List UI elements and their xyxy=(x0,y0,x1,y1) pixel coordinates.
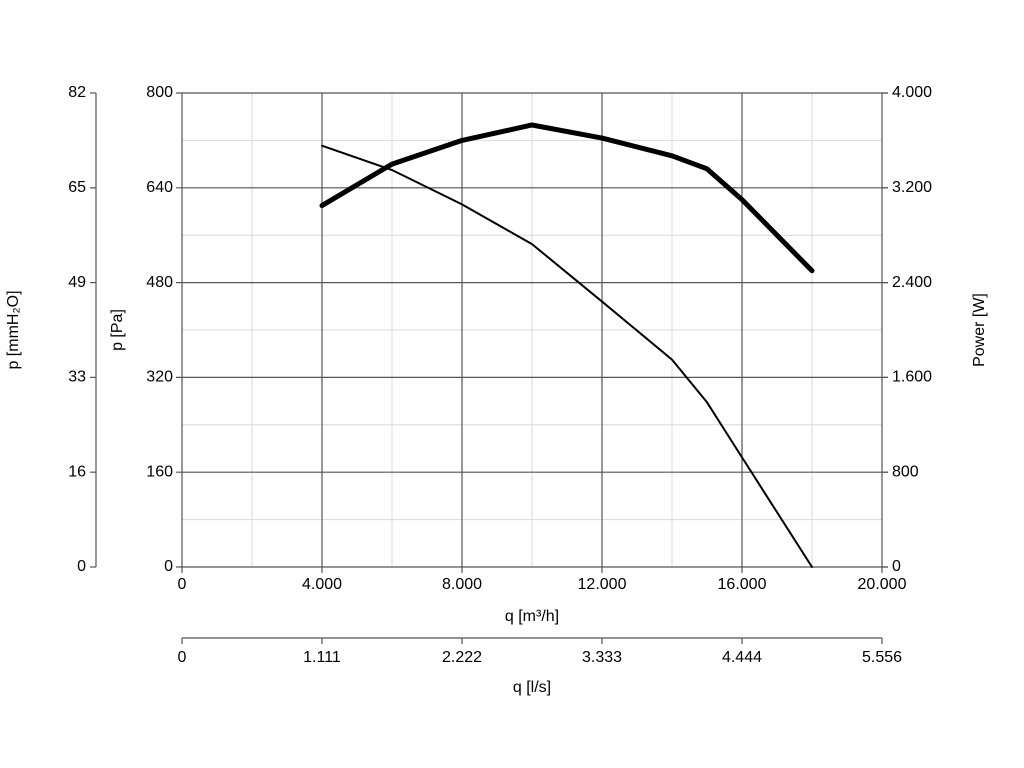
y2-tick-label: 4.000 xyxy=(892,84,932,101)
y-tick-label: 320 xyxy=(146,369,173,386)
y-tick-label: 480 xyxy=(146,274,173,291)
y-tick-label: 800 xyxy=(146,84,173,101)
x-axis-label: q [m³/h] xyxy=(505,608,559,625)
y3-tick-label: 82 xyxy=(68,84,86,101)
x2-tick-label: 2.222 xyxy=(442,649,482,666)
series-line xyxy=(319,122,815,274)
y2-axis-label: Power [W] xyxy=(971,293,988,367)
y3-tick-label: 0 xyxy=(77,558,86,575)
y2-tick-label: 2.400 xyxy=(892,274,932,291)
y-axis-label: p [Pa] xyxy=(109,309,126,351)
y3-tick-label: 16 xyxy=(68,463,86,480)
x2-tick-label: 4.444 xyxy=(722,649,762,666)
y-tick-label: 640 xyxy=(146,179,173,196)
x2-axis-label: q [l/s] xyxy=(513,679,551,696)
x-tick-label: 8.000 xyxy=(442,576,482,593)
y2-tick-label: 800 xyxy=(892,463,919,480)
x2-tick-label: 1.111 xyxy=(303,649,341,666)
x-tick-label: 4.000 xyxy=(302,576,342,593)
y3-tick-label: 65 xyxy=(68,179,86,196)
series-line xyxy=(321,144,813,568)
y3-axis-label: p [mmH₂O] xyxy=(5,290,22,369)
y-tick-label: 160 xyxy=(146,463,173,480)
x2-tick-label: 0 xyxy=(178,649,187,666)
y3-tick-label: 33 xyxy=(68,369,86,386)
x-tick-label: 0 xyxy=(178,576,187,593)
y2-tick-label: 0 xyxy=(892,558,901,575)
x-tick-label: 20.000 xyxy=(858,576,907,593)
x2-tick-label: 5.556 xyxy=(862,649,902,666)
x-tick-label: 12.000 xyxy=(578,576,627,593)
y2-tick-label: 3.200 xyxy=(892,179,932,196)
x-tick-label: 16.000 xyxy=(718,576,767,593)
y3-tick-label: 49 xyxy=(68,274,86,291)
y-tick-label: 0 xyxy=(164,558,173,575)
y2-tick-label: 1.600 xyxy=(892,369,932,386)
x2-tick-label: 3.333 xyxy=(582,649,622,666)
